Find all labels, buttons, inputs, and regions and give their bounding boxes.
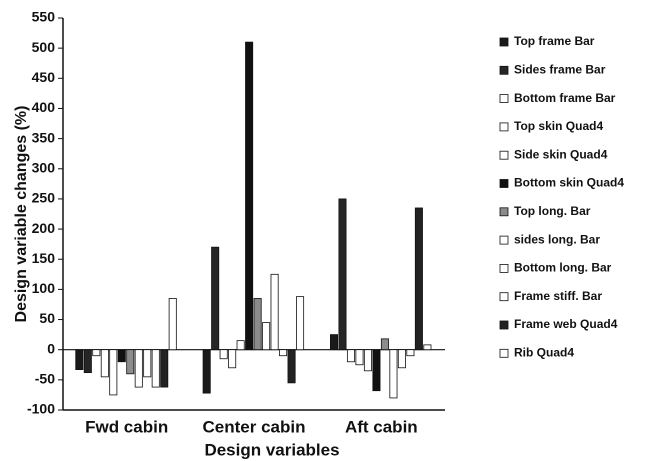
legend-swatch <box>499 94 509 103</box>
y-axis-label: Design variable changes (%) <box>13 106 30 323</box>
legend-label: Bottom long. Bar <box>514 261 612 275</box>
bar <box>279 349 288 357</box>
bar <box>372 349 381 392</box>
bar <box>296 296 305 351</box>
bar <box>414 207 423 351</box>
bar <box>287 349 296 384</box>
y-tick-label: 400 <box>32 99 56 115</box>
y-tick-label: 50 <box>39 310 55 326</box>
y-tick-label: -100 <box>27 401 55 417</box>
x-tick-label: Center cabin <box>203 417 306 436</box>
y-tick-label: 0 <box>47 340 55 356</box>
bar <box>160 349 169 388</box>
bar <box>168 298 177 351</box>
legend-swatch <box>499 65 509 75</box>
bar <box>134 349 143 388</box>
y-tick-label: 150 <box>32 250 56 266</box>
bar <box>236 340 245 351</box>
bar <box>262 322 271 351</box>
bar <box>363 349 372 372</box>
bar <box>346 349 355 363</box>
legend-label: Top long. Bar <box>514 204 591 218</box>
bar <box>245 41 254 351</box>
x-axis-label: Design variables <box>204 440 339 459</box>
y-tick-label: 350 <box>32 129 56 145</box>
y-tick-label: -50 <box>35 371 55 387</box>
legend-swatch <box>499 150 509 160</box>
y-tick-label: 500 <box>32 39 56 55</box>
bar <box>423 344 432 351</box>
legend-label: sides long. Bar <box>514 232 600 246</box>
bar <box>100 349 109 378</box>
legend-swatch <box>499 320 509 330</box>
bar <box>92 349 101 357</box>
bar <box>270 273 279 351</box>
legend-swatch <box>499 235 509 245</box>
x-tick-label: Fwd cabin <box>85 417 168 436</box>
legend-swatch <box>499 207 509 217</box>
legend-label: Frame web Quad4 <box>514 317 618 331</box>
bar <box>329 334 339 351</box>
legend-label: Top skin Quad4 <box>514 119 603 133</box>
y-tick-label: 550 <box>32 9 56 25</box>
legend-swatch <box>499 122 509 132</box>
legend-swatch <box>499 263 509 273</box>
bar <box>117 349 126 363</box>
legend-label: Top frame Bar <box>514 34 595 48</box>
legend-swatch <box>499 292 509 302</box>
legend-swatch <box>499 37 509 47</box>
legend-label: Sides frame Bar <box>514 62 606 76</box>
y-tick-label: 250 <box>32 190 56 206</box>
bar <box>228 349 237 369</box>
bar <box>389 349 398 399</box>
bar <box>338 198 347 351</box>
legend-swatch <box>499 348 509 358</box>
y-tick-label: 300 <box>32 159 56 175</box>
y-tick-label: 100 <box>32 280 56 296</box>
y-tick-label: 450 <box>32 69 56 85</box>
legend-label: Side skin Quad4 <box>514 147 608 161</box>
x-tick-label: Aft cabin <box>345 417 418 436</box>
legend-label: Bottom skin Quad4 <box>514 176 624 190</box>
bar <box>151 349 160 388</box>
bar <box>397 349 406 369</box>
bar <box>126 349 135 375</box>
bar <box>355 349 364 366</box>
bar <box>253 298 262 351</box>
bar <box>211 246 220 351</box>
bar <box>406 349 415 357</box>
y-tick-label: 200 <box>32 220 56 236</box>
legend-label: Frame stiff. Bar <box>514 289 602 303</box>
bar <box>380 338 389 351</box>
bar <box>109 349 118 396</box>
legend-label: Rib Quad4 <box>514 345 574 359</box>
bar <box>143 349 152 378</box>
bar <box>83 349 92 374</box>
legend-label: Bottom frame Bar <box>514 91 616 105</box>
bar <box>219 349 228 360</box>
legend-swatch <box>499 179 509 188</box>
bar <box>75 349 84 370</box>
bar <box>202 349 211 394</box>
